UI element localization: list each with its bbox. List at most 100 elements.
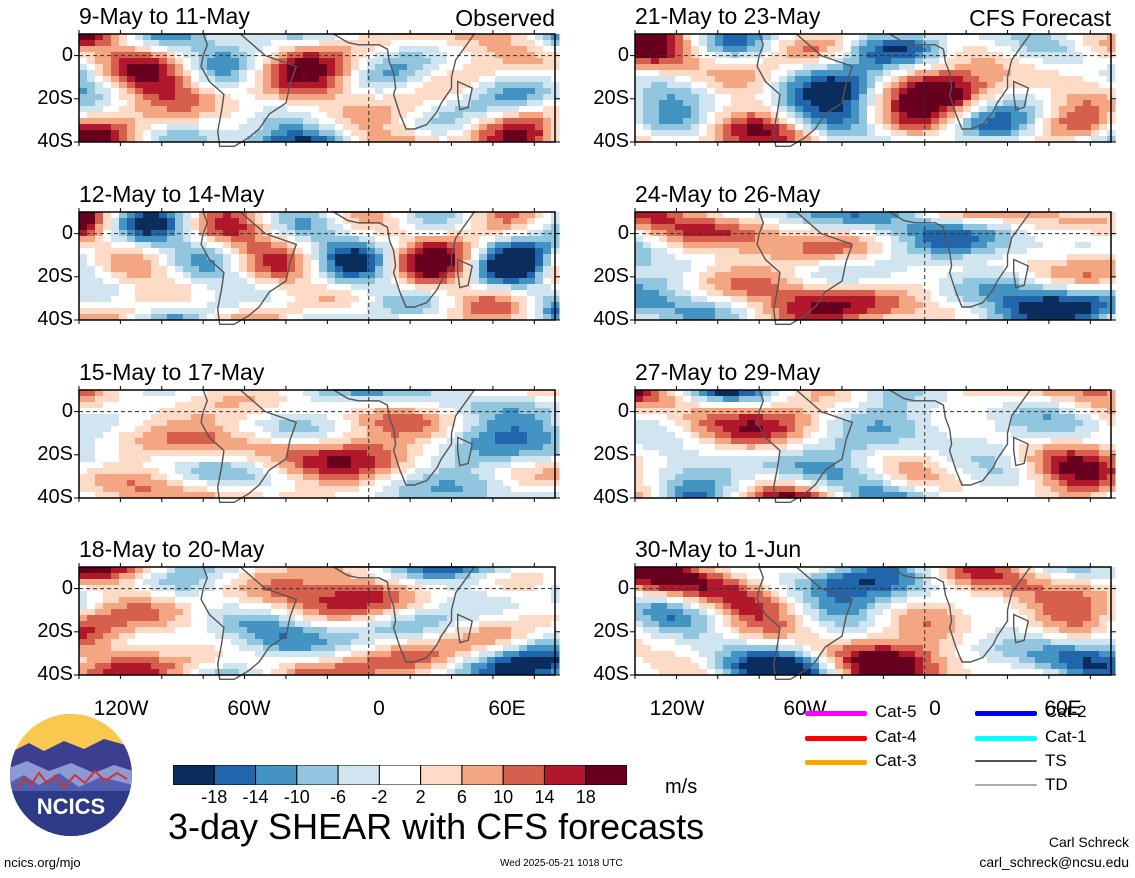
shear-cell: [479, 224, 488, 231]
shear-cell: [739, 58, 748, 65]
shear-cell: [707, 266, 716, 273]
shear-cell: [311, 278, 320, 285]
shear-cell: [947, 296, 956, 303]
shear-cell: [319, 58, 328, 65]
shear-cell: [651, 236, 660, 243]
shear-cell: [495, 212, 504, 219]
shear-cell: [811, 236, 820, 243]
shear-cell: [407, 70, 416, 77]
shear-cell: [255, 76, 264, 83]
shear-cell: [143, 414, 152, 421]
shear-cell: [939, 308, 948, 315]
shear-cell: [439, 390, 448, 397]
shear-cell: [795, 136, 804, 143]
shear-cell: [987, 46, 996, 53]
shear-cell: [151, 248, 160, 255]
shear-cell: [167, 438, 176, 445]
shear-cell: [471, 64, 480, 71]
shear-cell: [947, 290, 956, 297]
shear-cell: [327, 308, 336, 315]
shear-cell: [835, 118, 844, 125]
shear-cell: [803, 284, 812, 291]
shear-cell: [843, 136, 852, 143]
shear-cell: [891, 106, 900, 113]
shear-cell: [899, 82, 908, 89]
shear-cell: [263, 52, 272, 59]
shear-cell: [415, 136, 424, 143]
shear-cell: [923, 218, 932, 225]
shear-cell: [295, 314, 304, 321]
shear-cell: [311, 414, 320, 421]
shear-cell: [963, 100, 972, 107]
shear-cell: [883, 58, 892, 65]
shear-cell: [135, 64, 144, 71]
shear-cell: [643, 124, 652, 131]
shear-cell: [755, 218, 764, 225]
shear-cell: [519, 296, 528, 303]
shear-cell: [447, 112, 456, 119]
shear-cell: [239, 236, 248, 243]
shear-cell: [851, 76, 860, 83]
shear-cell: [811, 266, 820, 273]
shear-cell: [159, 106, 168, 113]
shear-cell: [335, 76, 344, 83]
shear-cell: [311, 76, 320, 83]
shear-cell: [771, 100, 780, 107]
shear-cell: [239, 64, 248, 71]
shear-cell: [1075, 136, 1084, 143]
shear-cell: [931, 130, 940, 137]
shear-cell: [391, 46, 400, 53]
shear-cell: [455, 94, 464, 101]
shear-cell: [407, 88, 416, 95]
shear-cell: [511, 106, 520, 113]
shear-cell: [643, 70, 652, 77]
shear-cell: [407, 396, 416, 403]
shear-cell: [1027, 88, 1036, 95]
shear-cell: [367, 130, 376, 137]
shear-cell: [707, 106, 716, 113]
shear-cell: [167, 100, 176, 107]
shear-cell: [843, 296, 852, 303]
shear-cell: [239, 296, 248, 303]
shear-cell: [463, 100, 472, 107]
shear-cell: [1099, 236, 1108, 243]
shear-cell: [143, 136, 152, 143]
shear-cell: [111, 390, 120, 397]
shear-cell: [527, 82, 536, 89]
shear-cell: [891, 118, 900, 125]
shear-cell: [87, 432, 96, 439]
shear-cell: [827, 302, 836, 309]
shear-cell: [487, 254, 496, 261]
shear-cell: [199, 34, 208, 41]
shear-cell: [891, 100, 900, 107]
shear-cell: [399, 248, 408, 255]
shear-cell: [779, 290, 788, 297]
shear-cell: [95, 40, 104, 47]
shear-cell: [755, 130, 764, 137]
shear-cell: [439, 88, 448, 95]
shear-cell: [159, 242, 168, 249]
shear-cell: [503, 272, 512, 279]
shear-cell: [87, 52, 96, 59]
shear-cell: [143, 290, 152, 297]
shear-cell: [351, 260, 360, 267]
shear-cell: [803, 224, 812, 231]
shear-cell: [159, 130, 168, 137]
shear-cell: [159, 290, 168, 297]
shear-cell: [423, 254, 432, 261]
shear-cell: [675, 58, 684, 65]
shear-cell: [635, 34, 644, 41]
shear-cell: [367, 82, 376, 89]
shear-cell: [199, 118, 208, 125]
shear-cell: [431, 88, 440, 95]
shear-cell: [1075, 242, 1084, 249]
shear-cell: [667, 94, 676, 101]
shear-cell: [527, 236, 536, 243]
shear-cell: [907, 112, 916, 119]
shear-cell: [263, 302, 272, 309]
shear-cell: [731, 212, 740, 219]
shear-cell: [287, 390, 296, 397]
shear-cell: [487, 266, 496, 273]
shear-cell: [295, 40, 304, 47]
shear-cell: [1075, 266, 1084, 273]
